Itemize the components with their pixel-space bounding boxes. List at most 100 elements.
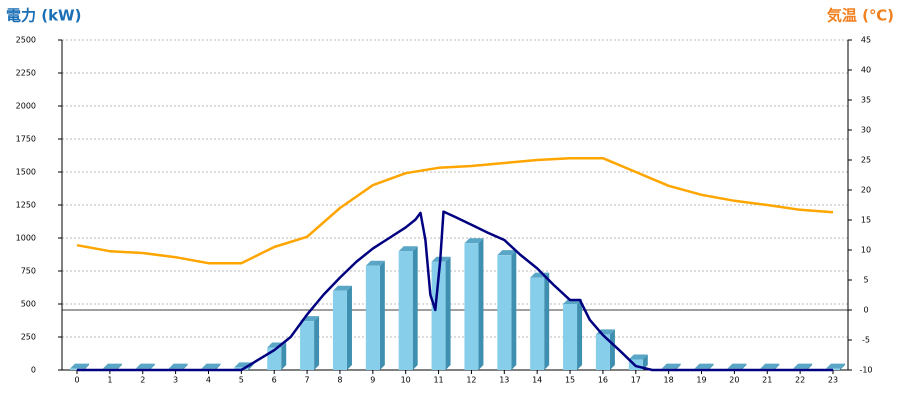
- bar-side: [511, 250, 517, 370]
- bar-side: [577, 299, 583, 370]
- bar-side: [544, 272, 550, 370]
- y2-tick-label: 0: [863, 306, 868, 315]
- y2-tick-label: 5: [863, 276, 868, 285]
- x-tick-label: 19: [696, 376, 706, 385]
- x-tick-label: 15: [565, 376, 575, 385]
- bar: [530, 277, 545, 370]
- x-tick-label: 13: [499, 376, 509, 385]
- bar: [431, 261, 446, 370]
- bar-side: [149, 363, 155, 370]
- x-tick-label: 4: [206, 376, 211, 385]
- y-tick-label: 500: [21, 300, 36, 309]
- x-tick-label: 14: [532, 376, 542, 385]
- y2-tick-label: 25: [861, 156, 871, 165]
- bar: [300, 321, 315, 370]
- bar-top: [201, 363, 221, 369]
- x-tick-label: 11: [433, 376, 443, 385]
- bar-side: [412, 246, 418, 370]
- y-tick-label: 1000: [16, 234, 36, 243]
- bar: [464, 243, 479, 370]
- bar-side: [642, 354, 648, 370]
- bar-top: [168, 363, 188, 369]
- y2-tick-label: 40: [861, 66, 871, 75]
- y-tick-label: 250: [21, 333, 36, 342]
- bar-side: [84, 363, 89, 370]
- x-tick-label: 12: [466, 376, 476, 385]
- x-tick-label: 16: [598, 376, 608, 385]
- y2-tick-label: -5: [862, 336, 870, 345]
- y-tick-label: 1250: [16, 201, 36, 210]
- x-tick-label: 17: [631, 376, 641, 385]
- bar-top: [102, 363, 122, 369]
- x-tick-label: 0: [74, 376, 79, 385]
- y-tick-label: 2250: [16, 69, 36, 78]
- bar-top: [793, 363, 813, 369]
- y-tick-label: 2500: [16, 36, 36, 45]
- bar-top: [497, 250, 517, 256]
- y-axis-title: 電力 (kW): [6, 7, 81, 25]
- bar-side: [314, 316, 320, 370]
- x-tick-label: 10: [401, 376, 411, 385]
- x-tick-label: 21: [762, 376, 772, 385]
- bar-side: [215, 363, 221, 370]
- bar-side: [609, 329, 615, 370]
- bar-top: [694, 363, 714, 369]
- bar-side: [379, 260, 385, 370]
- y-tick-label: 2000: [16, 102, 36, 111]
- y2-axis-title: 気温 (℃): [827, 7, 894, 25]
- bar: [332, 290, 347, 370]
- bar: [497, 255, 512, 370]
- bar-side: [182, 363, 188, 370]
- bar-top: [826, 363, 845, 369]
- bar-side: [445, 256, 451, 370]
- line: [77, 210, 833, 372]
- bar-top: [70, 363, 89, 369]
- x-tick-label: 2: [140, 376, 145, 385]
- bar-top: [661, 363, 681, 369]
- x-tick-label: 1: [107, 376, 112, 385]
- y-tick-label: 0: [31, 366, 36, 375]
- bar-side: [840, 363, 845, 370]
- bar-top: [365, 260, 385, 266]
- bar-side: [675, 363, 681, 370]
- bar: [398, 251, 413, 370]
- x-tick-label: 9: [370, 376, 375, 385]
- bar-side: [346, 285, 352, 370]
- y-tick-label: 750: [21, 267, 36, 276]
- x-tick-label: 3: [173, 376, 178, 385]
- bar: [365, 265, 380, 370]
- bar: [563, 304, 578, 370]
- y2-tick-label: 20: [861, 186, 871, 195]
- y2-tick-label: 45: [861, 36, 871, 45]
- y2-tick-label: 10: [861, 246, 871, 255]
- bar-side: [116, 363, 122, 370]
- x-tick-label: 5: [239, 376, 244, 385]
- bar-top: [332, 285, 352, 291]
- bar-top: [464, 238, 484, 244]
- bar-top: [628, 354, 648, 360]
- bar-side: [281, 342, 287, 370]
- bar-side: [708, 363, 714, 370]
- y2-tick-label: 15: [861, 216, 871, 225]
- x-tick-label: 22: [795, 376, 805, 385]
- bar-top: [727, 363, 747, 369]
- line: [76, 156, 834, 265]
- bar-side: [741, 363, 747, 370]
- bar-side: [774, 363, 780, 370]
- y2-tick-label: 35: [861, 96, 871, 105]
- bar-side: [478, 238, 484, 370]
- y-tick-label: 1500: [16, 168, 36, 177]
- y-tick-label: 1750: [16, 135, 36, 144]
- y2-tick-label: -10: [859, 366, 872, 375]
- bar-top: [135, 363, 155, 369]
- x-tick-label: 8: [337, 376, 342, 385]
- y2-tick-label: 30: [861, 126, 871, 135]
- x-tick-label: 18: [664, 376, 674, 385]
- bar-top: [760, 363, 780, 369]
- bar-top: [398, 246, 418, 252]
- bar: [595, 334, 610, 370]
- x-tick-label: 23: [828, 376, 838, 385]
- x-tick-label: 6: [272, 376, 277, 385]
- x-tick-label: 20: [729, 376, 739, 385]
